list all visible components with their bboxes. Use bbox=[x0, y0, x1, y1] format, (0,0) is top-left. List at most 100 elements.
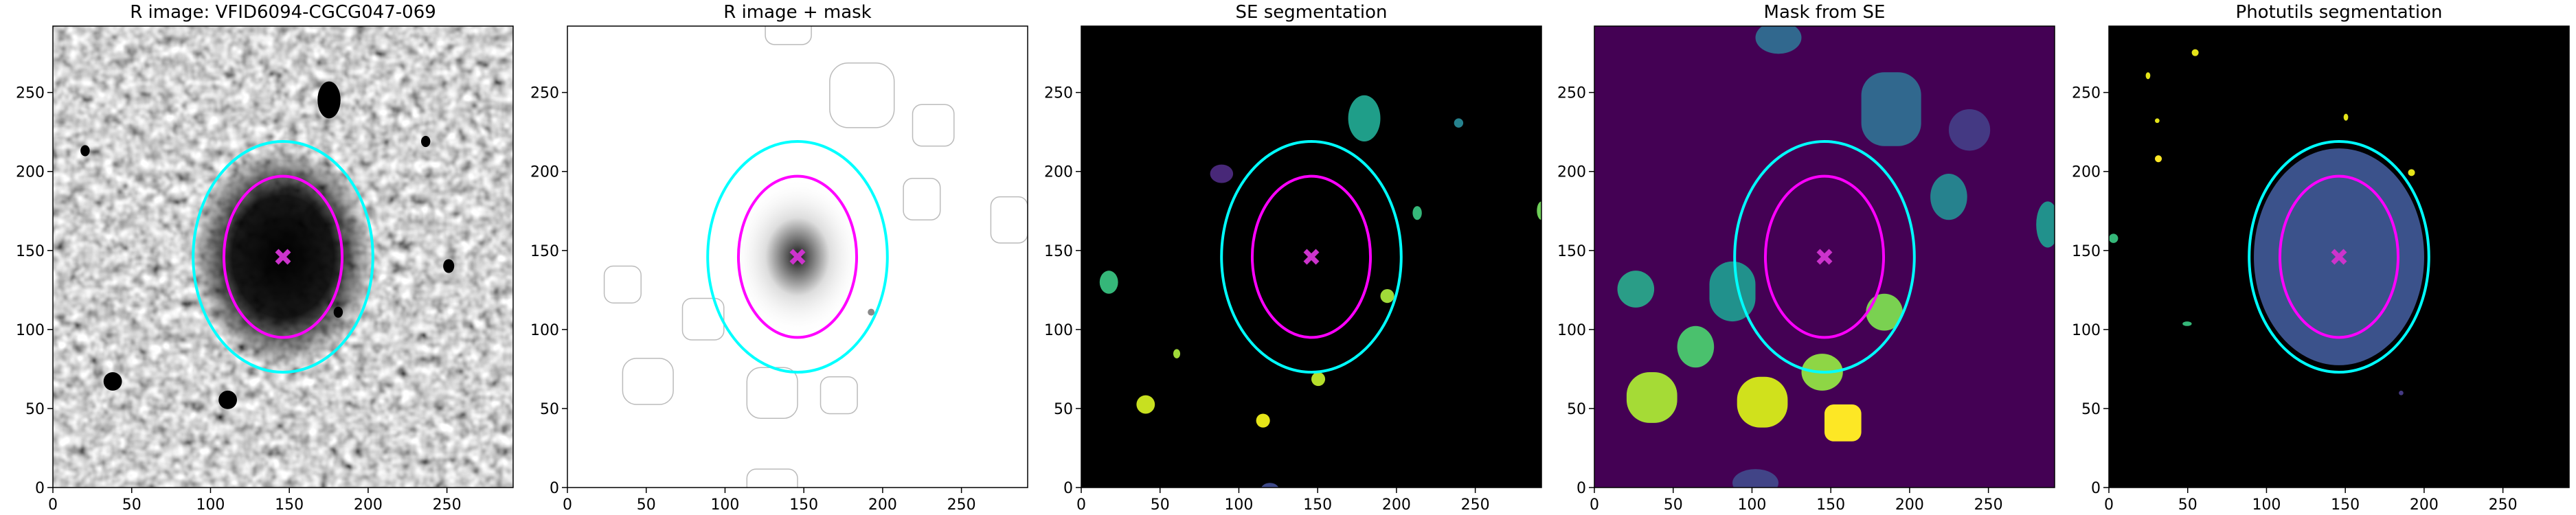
mask-region bbox=[1380, 289, 1394, 304]
x-tick-label: 200 bbox=[1382, 496, 1411, 514]
center-marker bbox=[789, 249, 806, 265]
mask-region bbox=[1099, 271, 1118, 294]
y-tick-label: 150 bbox=[530, 243, 559, 260]
star bbox=[317, 81, 341, 119]
mask-region bbox=[1866, 293, 1903, 331]
x-tick-label: 50 bbox=[122, 496, 142, 514]
x-tick-label: 0 bbox=[1590, 496, 1599, 514]
mask-region bbox=[1930, 174, 1967, 220]
mask-region bbox=[1824, 404, 1862, 442]
aperture-ellipse bbox=[2248, 140, 2430, 374]
mask-region bbox=[1732, 469, 1778, 488]
y-tick-label: 50 bbox=[1054, 401, 1073, 418]
center-marker bbox=[1816, 249, 1833, 265]
aperture-ellipse bbox=[222, 174, 344, 339]
y-tick-label: 200 bbox=[2072, 164, 2101, 181]
y-tick-label: 50 bbox=[540, 401, 559, 418]
mask-region bbox=[622, 358, 674, 405]
y-tick-label: 0 bbox=[1063, 480, 1073, 497]
x-tick-label: 50 bbox=[1151, 496, 1170, 514]
panel: R image: VFID6094-CGCG047-069 0 50 100 150 20… bbox=[16, 2, 514, 514]
x-tick-label: 150 bbox=[1303, 496, 1332, 514]
y-tick-label: 0 bbox=[550, 480, 559, 497]
mask-region bbox=[2399, 390, 2404, 396]
panel: Photutils segmentation 0 50 100 150 200 250 0 50… bbox=[2072, 2, 2570, 514]
mask-region bbox=[2191, 49, 2199, 56]
y-tick-label: 250 bbox=[530, 85, 559, 102]
x-tick-label: 200 bbox=[1895, 496, 1924, 514]
y-tick-label: 200 bbox=[16, 164, 45, 181]
mask-region bbox=[1348, 95, 1381, 141]
mask-region bbox=[1173, 349, 1181, 358]
mask-region bbox=[2182, 321, 2192, 326]
mask-region bbox=[746, 468, 798, 488]
x-tick-label: 0 bbox=[1076, 496, 1086, 514]
x-tick-label: 200 bbox=[354, 496, 383, 514]
y-tick-label: 150 bbox=[2072, 243, 2101, 260]
mask-region bbox=[1454, 118, 1464, 128]
x-tick-label: 150 bbox=[789, 496, 818, 514]
x-tick-label: 50 bbox=[637, 496, 656, 514]
center-marker bbox=[2331, 249, 2347, 265]
panel-title: R image: VFID6094-CGCG047-069 bbox=[130, 2, 436, 23]
star bbox=[868, 308, 875, 316]
y-tick-label: 250 bbox=[1557, 85, 1586, 102]
star bbox=[80, 145, 90, 157]
mask-region bbox=[1136, 395, 1155, 414]
mask-region bbox=[2408, 169, 2415, 176]
mask-region bbox=[1755, 26, 1802, 54]
y-tick-label: 250 bbox=[2072, 85, 2101, 102]
y-tick-label: 100 bbox=[16, 322, 45, 339]
y-tick-label: 50 bbox=[25, 401, 45, 418]
y-tick-label: 100 bbox=[530, 322, 559, 339]
y-tick-label: 200 bbox=[1557, 164, 1586, 181]
aperture-ellipse bbox=[2278, 174, 2400, 339]
axes-frame bbox=[1594, 25, 2055, 488]
x-tick-label: 150 bbox=[1816, 496, 1845, 514]
center-marker bbox=[275, 249, 291, 265]
x-tick-label: 100 bbox=[710, 496, 739, 514]
y-tick-label: 0 bbox=[35, 480, 45, 497]
mask-region bbox=[903, 178, 941, 220]
aperture-ellipse bbox=[1763, 174, 1886, 339]
mask-region bbox=[2036, 201, 2055, 248]
x-tick-label: 250 bbox=[1461, 496, 1490, 514]
mask-region bbox=[829, 62, 895, 128]
panel: R image + mask 0 50 100 150 200 250 0 50 100 150 20… bbox=[530, 2, 1028, 514]
y-tick-label: 150 bbox=[16, 243, 45, 260]
y-tick-label: 250 bbox=[16, 85, 45, 102]
x-tick-label: 250 bbox=[947, 496, 976, 514]
mask-region bbox=[1677, 325, 1715, 368]
y-tick-label: 50 bbox=[2081, 401, 2101, 418]
star bbox=[103, 372, 122, 391]
panel-title: SE segmentation bbox=[1236, 2, 1388, 23]
x-tick-label: 250 bbox=[2489, 496, 2518, 514]
mask-region bbox=[1537, 201, 1541, 220]
mask-region bbox=[2155, 118, 2160, 124]
axes-frame bbox=[567, 25, 1028, 488]
y-tick-label: 150 bbox=[1557, 243, 1586, 260]
x-tick-label: 250 bbox=[1974, 496, 2003, 514]
y-tick-label: 50 bbox=[1567, 401, 1586, 418]
image bbox=[1594, 26, 2055, 488]
axes-frame bbox=[2108, 25, 2570, 488]
mask-region bbox=[2109, 233, 2119, 243]
y-tick-label: 100 bbox=[2072, 322, 2101, 339]
mask-region bbox=[1948, 108, 1991, 151]
panel: SE segmentation 0 50 100 150 200 250 0 50 100 150 2… bbox=[1044, 2, 1542, 514]
mask-region bbox=[1737, 376, 1788, 428]
x-tick-label: 0 bbox=[563, 496, 572, 514]
x-tick-label: 250 bbox=[433, 496, 462, 514]
aperture-ellipse bbox=[1220, 140, 1403, 374]
mask-region bbox=[1617, 271, 1655, 308]
x-tick-label: 100 bbox=[1737, 496, 1766, 514]
x-tick-label: 200 bbox=[2410, 496, 2439, 514]
mask-region bbox=[1709, 261, 1756, 322]
aperture-ellipse bbox=[1250, 174, 1372, 339]
aperture-ellipse bbox=[1733, 140, 1916, 374]
mask-region bbox=[1626, 372, 1677, 423]
x-tick-label: 50 bbox=[1664, 496, 1683, 514]
y-tick-label: 0 bbox=[2091, 480, 2101, 497]
star bbox=[443, 259, 455, 273]
